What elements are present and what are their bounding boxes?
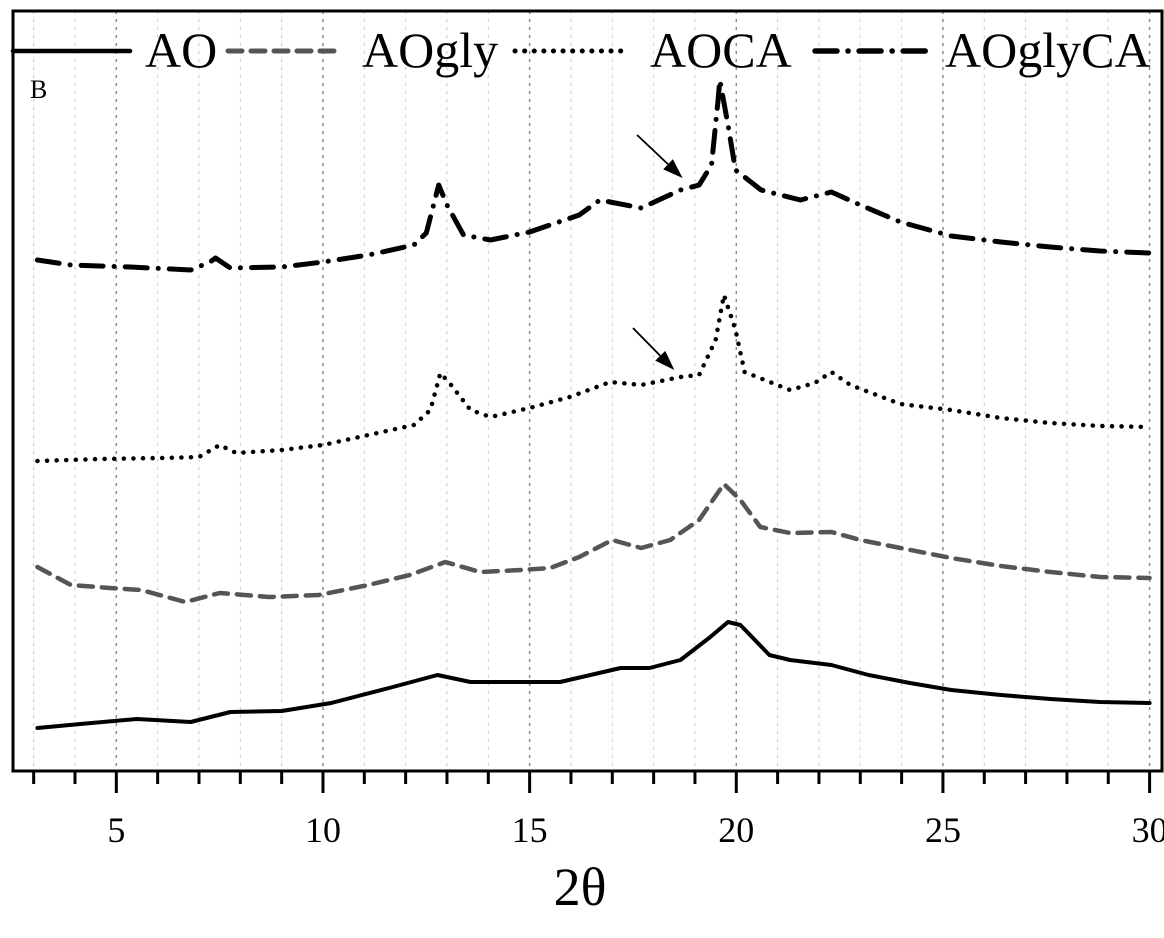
legend-item-aogly: AOgly xyxy=(225,22,498,78)
arrow-line xyxy=(632,327,661,357)
legend: AO AOgly AOCA AOglyCA xyxy=(10,22,1151,78)
x-tick-label: 15 xyxy=(512,810,548,850)
x-tick-label: 20 xyxy=(718,810,754,850)
annotations xyxy=(632,134,683,370)
series-line-aogly xyxy=(35,481,1152,605)
series-line-aoglyca xyxy=(34,77,1153,273)
arrow-line xyxy=(636,134,669,165)
legend-item-aoca: AOCA xyxy=(512,22,792,78)
legend-label: AOglyCA xyxy=(945,22,1151,78)
x-axis-ticks xyxy=(32,771,1152,793)
x-tick-label: 30 xyxy=(1132,810,1164,850)
legend-item-ao: AO xyxy=(10,22,217,78)
plot-frame xyxy=(11,9,1164,773)
grid-lines xyxy=(33,11,1151,771)
series-line-ao xyxy=(35,620,1152,730)
arrow-head-icon xyxy=(663,159,683,178)
x-tick-label: 5 xyxy=(107,810,125,850)
legend-label: AO xyxy=(145,22,217,78)
legend-label: AOCA xyxy=(650,22,792,78)
x-tick-label: 25 xyxy=(925,810,961,850)
arrow-head-icon xyxy=(655,350,675,370)
series-line-aoca xyxy=(35,292,1152,464)
legend-label: AOgly xyxy=(362,22,498,78)
x-axis-tick-labels: 5 10 15 20 25 30 xyxy=(107,810,1164,850)
x-axis-label: 2θ xyxy=(554,857,607,917)
series-group xyxy=(34,77,1153,730)
panel-label: B xyxy=(30,75,47,104)
legend-item-aoglyca: AOglyCA xyxy=(812,22,1151,78)
x-tick-label: 10 xyxy=(305,810,341,850)
